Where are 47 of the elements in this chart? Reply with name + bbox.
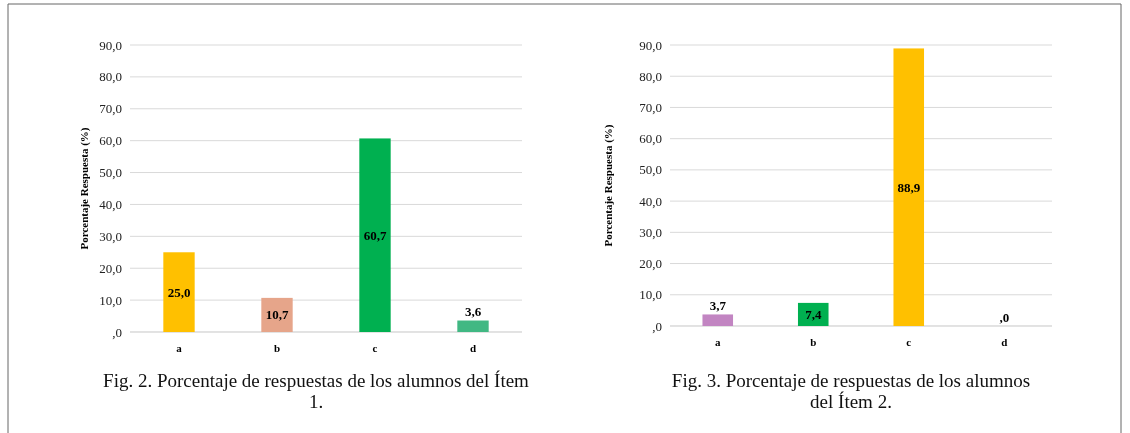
- y-tick-label: 30,0: [639, 224, 662, 240]
- y-tick-label: 60,0: [99, 133, 122, 149]
- y-tick-label: 20,0: [99, 260, 122, 276]
- x-tick-label: a: [715, 336, 721, 348]
- y-tick-label: 90,0: [99, 37, 122, 53]
- bar: [457, 320, 489, 332]
- data-label: 7,4: [805, 307, 822, 322]
- x-tick-label: c: [906, 336, 912, 348]
- y-tick-label: 60,0: [639, 131, 662, 147]
- data-label: 10,7: [265, 307, 289, 323]
- x-tick-label: c: [372, 342, 378, 354]
- x-tick-label: d: [469, 342, 477, 354]
- bar: [261, 297, 293, 332]
- y-tick-label: 70,0: [99, 101, 122, 117]
- x-tick-label: d: [1001, 336, 1008, 348]
- y-tick-label: ,0: [652, 318, 662, 334]
- data-label: 88,9: [897, 179, 921, 195]
- y-axis-title: Porcentaje Respuesta (%): [78, 127, 91, 250]
- y-axis-title: Porcentaje Respuesta (%): [602, 124, 615, 247]
- x-tick-label: b: [273, 342, 281, 354]
- y-tick-label: 10,0: [639, 287, 662, 303]
- y-tick-label: 40,0: [639, 193, 662, 209]
- y-tick-label: ,0: [112, 324, 122, 340]
- x-tick-label: b: [810, 336, 817, 348]
- data-label: 60,7: [363, 227, 387, 243]
- data-label: 25,0: [167, 284, 191, 300]
- bar: [893, 48, 925, 326]
- y-tick-label: 50,0: [99, 165, 122, 181]
- bar: [163, 252, 195, 332]
- y-tick-label: 50,0: [639, 162, 662, 178]
- y-tick-label: 80,0: [639, 68, 662, 84]
- y-tick-label: 70,0: [639, 99, 662, 115]
- bar: [702, 314, 734, 326]
- bar: [359, 138, 391, 332]
- y-tick-label: 20,0: [639, 256, 662, 272]
- text: Fig. 3. Porcentaje de respuestas de los alumnos del Ítem 2.: [671, 370, 1031, 412]
- data-label: 3,7: [709, 298, 727, 313]
- y-tick-label: 90,0: [639, 37, 662, 53]
- y-tick-label: 80,0: [99, 69, 122, 85]
- y-tick-label: 30,0: [99, 228, 122, 244]
- y-tick-label: 10,0: [99, 292, 122, 308]
- y-tick-label: 40,0: [99, 196, 122, 212]
- x-tick-label: a: [176, 342, 183, 354]
- data-label: 3,6: [464, 304, 482, 320]
- data-label: ,0: [999, 309, 1010, 325]
- text: Fig. 2. Porcentaje de respuestas de los alumnos del Ítem 1.: [102, 370, 530, 412]
- bar: [797, 302, 829, 326]
